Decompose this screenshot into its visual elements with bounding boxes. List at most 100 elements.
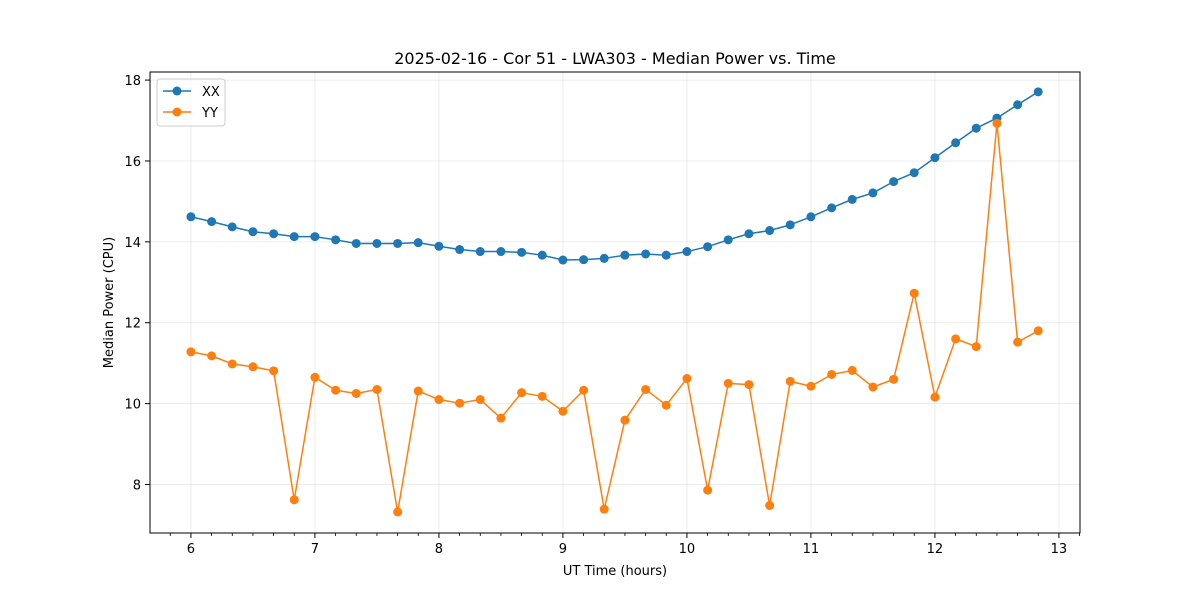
legend-marker-xx bbox=[172, 86, 182, 96]
data-point-xx bbox=[765, 226, 775, 236]
data-point-yy bbox=[661, 400, 671, 410]
data-point-yy bbox=[455, 398, 465, 408]
plot-frame bbox=[149, 71, 1081, 534]
data-point-xx bbox=[971, 123, 981, 133]
x-tick-label: 12 bbox=[927, 542, 944, 557]
data-point-xx bbox=[269, 229, 279, 239]
data-point-xx bbox=[372, 238, 382, 248]
data-point-xx bbox=[682, 247, 692, 257]
data-point-xx bbox=[620, 250, 630, 260]
data-point-xx bbox=[1013, 100, 1023, 110]
data-point-yy bbox=[744, 380, 754, 390]
x-tick-label: 7 bbox=[311, 542, 319, 557]
data-point-xx bbox=[930, 153, 940, 163]
y-tick-label: 10 bbox=[124, 398, 141, 413]
legend-marker-yy bbox=[172, 107, 182, 117]
data-point-xx bbox=[579, 255, 589, 265]
data-point-yy bbox=[785, 376, 795, 386]
data-point-yy bbox=[434, 395, 444, 405]
legend-label-yy: YY bbox=[201, 106, 218, 121]
data-point-yy bbox=[868, 382, 878, 392]
data-point-yy bbox=[186, 347, 196, 357]
data-point-yy bbox=[537, 391, 547, 401]
data-point-yy bbox=[496, 413, 506, 423]
data-point-xx bbox=[351, 238, 361, 248]
data-point-yy bbox=[703, 485, 713, 495]
data-point-xx bbox=[785, 220, 795, 230]
data-point-xx bbox=[744, 229, 754, 239]
data-point-yy bbox=[269, 366, 279, 376]
data-point-xx bbox=[889, 177, 899, 187]
series-layer bbox=[186, 87, 1043, 517]
x-axis-label: UT Time (hours) bbox=[563, 564, 667, 579]
data-point-yy bbox=[909, 288, 919, 298]
data-point-xx bbox=[661, 250, 671, 260]
data-point-xx bbox=[558, 255, 568, 265]
data-point-yy bbox=[641, 384, 651, 394]
data-point-yy bbox=[372, 384, 382, 394]
data-point-yy bbox=[475, 395, 485, 405]
axis-ticks: 6 7 8 9 10 11 12 13 8 10 12 14 16 18 bbox=[124, 74, 1080, 557]
data-point-xx bbox=[1033, 87, 1043, 97]
data-point-xx bbox=[186, 212, 196, 222]
series-yy bbox=[186, 118, 1043, 517]
data-point-xx bbox=[909, 168, 919, 178]
data-point-xx bbox=[599, 253, 609, 263]
x-tick-label: 6 bbox=[187, 542, 195, 557]
data-point-xx bbox=[806, 212, 816, 222]
y-axis-label: Median Power (CPU) bbox=[102, 237, 117, 368]
x-tick-label: 13 bbox=[1051, 542, 1068, 557]
y-tick-label: 14 bbox=[124, 236, 141, 251]
data-point-yy bbox=[889, 374, 899, 384]
data-point-xx bbox=[227, 222, 237, 232]
data-point-yy bbox=[620, 415, 630, 425]
data-point-yy bbox=[310, 372, 320, 382]
data-point-yy bbox=[351, 388, 361, 398]
y-tick-label: 18 bbox=[124, 74, 141, 89]
data-point-yy bbox=[930, 392, 940, 402]
y-tick-label: 16 bbox=[124, 155, 141, 170]
data-point-xx bbox=[248, 227, 258, 237]
data-point-yy bbox=[806, 381, 816, 391]
chart-title: 2025-02-16 - Cor 51 - LWA303 - Median Po… bbox=[394, 49, 836, 68]
x-tick-label: 8 bbox=[435, 542, 443, 557]
data-point-xx bbox=[641, 249, 651, 259]
data-point-yy bbox=[393, 507, 403, 517]
data-point-yy bbox=[599, 504, 609, 514]
y-tick-label: 8 bbox=[133, 478, 141, 493]
data-point-yy bbox=[847, 365, 857, 375]
data-point-xx bbox=[827, 203, 837, 213]
data-point-yy bbox=[951, 334, 961, 344]
data-point-yy bbox=[682, 374, 692, 384]
y-tick-label: 12 bbox=[124, 317, 141, 332]
data-point-xx bbox=[413, 238, 423, 248]
data-point-xx bbox=[289, 232, 299, 242]
x-tick-label: 11 bbox=[803, 542, 820, 557]
series-xx bbox=[186, 87, 1043, 265]
data-point-xx bbox=[455, 245, 465, 255]
data-point-yy bbox=[207, 351, 217, 361]
data-point-yy bbox=[289, 495, 299, 505]
data-point-xx bbox=[868, 188, 878, 198]
data-point-xx bbox=[723, 235, 733, 245]
data-point-xx bbox=[951, 138, 961, 148]
data-point-xx bbox=[537, 250, 547, 260]
data-point-yy bbox=[517, 388, 527, 398]
data-point-xx bbox=[847, 194, 857, 204]
data-point-yy bbox=[248, 362, 258, 372]
data-point-xx bbox=[331, 235, 341, 245]
x-tick-label: 9 bbox=[559, 542, 567, 557]
legend: XX YY bbox=[156, 78, 226, 127]
data-point-yy bbox=[331, 385, 341, 395]
data-point-xx bbox=[517, 247, 527, 257]
data-point-xx bbox=[703, 242, 713, 252]
data-point-yy bbox=[827, 369, 837, 379]
data-point-yy bbox=[765, 501, 775, 511]
legend-label-xx: XX bbox=[202, 85, 220, 100]
data-point-yy bbox=[971, 342, 981, 352]
data-point-yy bbox=[1033, 326, 1043, 336]
data-point-xx bbox=[475, 247, 485, 257]
data-point-yy bbox=[558, 406, 568, 416]
